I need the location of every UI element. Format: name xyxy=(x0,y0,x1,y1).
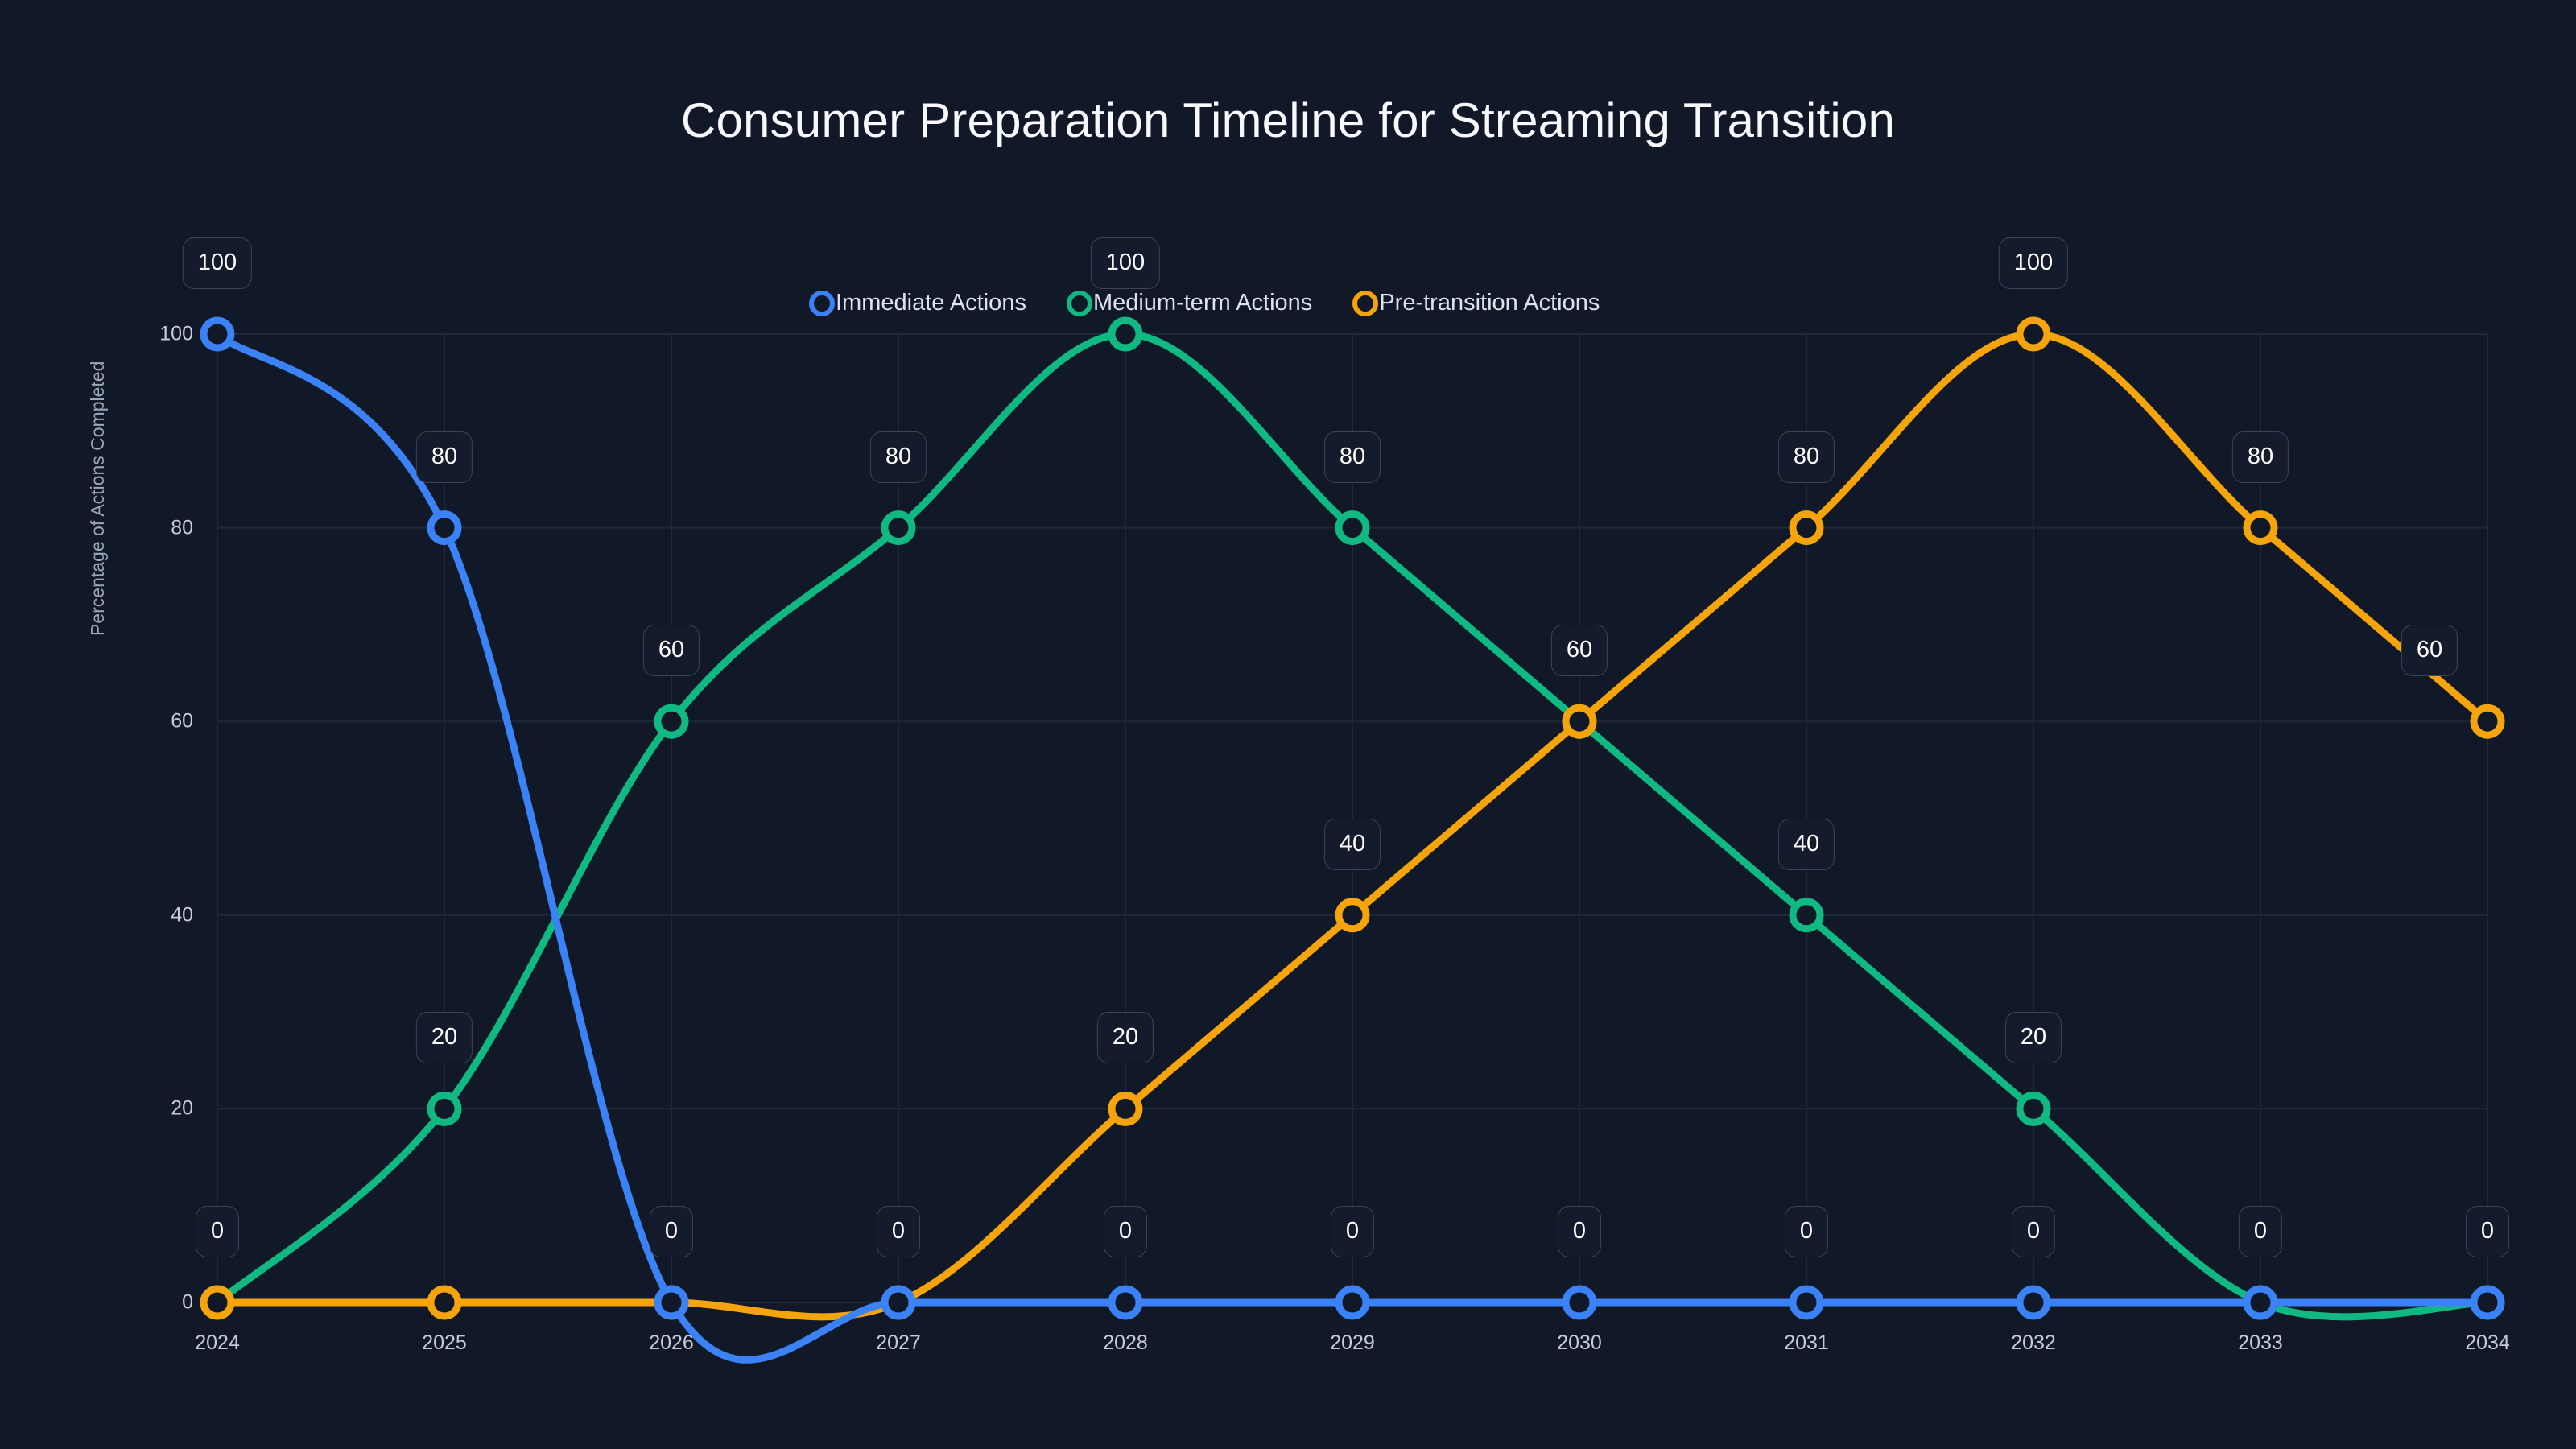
data-point-marker[interactable] xyxy=(654,704,689,739)
data-point-label: 80 xyxy=(415,431,473,483)
data-point-marker[interactable] xyxy=(2470,704,2505,739)
x-axis-tick-label: 2033 xyxy=(2238,1331,2283,1354)
x-axis-tick-label: 2034 xyxy=(2465,1331,2510,1354)
legend-item-label: Immediate Actions xyxy=(836,290,1026,316)
ring-marker-icon xyxy=(1352,290,1379,316)
data-point-marker[interactable] xyxy=(1789,898,1824,933)
data-point-label: 100 xyxy=(1090,237,1161,289)
data-point-label: 100 xyxy=(1998,237,2069,289)
data-point-label: 0 xyxy=(2238,1206,2283,1257)
data-point-marker[interactable] xyxy=(654,1285,689,1320)
data-point-marker[interactable] xyxy=(1335,1285,1370,1320)
y-axis-tick-label: 100 xyxy=(159,322,193,345)
data-point-label: 60 xyxy=(642,625,700,677)
data-point-marker[interactable] xyxy=(2016,1285,2051,1320)
data-point-label: 80 xyxy=(1323,431,1381,483)
legend-item-1[interactable]: Medium-term Actions xyxy=(1066,290,1313,316)
data-point-marker[interactable] xyxy=(2243,510,2278,546)
data-point-marker[interactable] xyxy=(2016,316,2051,352)
data-point-marker[interactable] xyxy=(1108,316,1143,352)
data-point-label: 0 xyxy=(1330,1206,1375,1257)
data-point-marker[interactable] xyxy=(200,1285,235,1320)
data-point-marker[interactable] xyxy=(2470,1285,2505,1320)
data-point-marker[interactable] xyxy=(200,316,235,352)
data-point-marker[interactable] xyxy=(1562,704,1597,739)
data-point-label: 40 xyxy=(1777,818,1835,870)
data-point-marker[interactable] xyxy=(1562,1285,1597,1320)
series-pre-transition-actions xyxy=(200,316,2505,1321)
data-point-marker[interactable] xyxy=(427,510,462,546)
legend-item-label: Medium-term Actions xyxy=(1092,290,1313,316)
ring-marker-icon xyxy=(809,290,835,316)
data-point-marker[interactable] xyxy=(2243,1285,2278,1320)
x-axis-tick-label: 2025 xyxy=(422,1331,467,1354)
y-axis-tick-label: 40 xyxy=(171,903,193,927)
ring-marker-icon xyxy=(1066,290,1092,316)
data-point-marker[interactable] xyxy=(881,1285,916,1320)
x-axis-tick-label: 2026 xyxy=(649,1331,694,1354)
chart-legend: Immediate Actions Medium-term Actions Pre-… xyxy=(809,290,1640,316)
data-point-label: 20 xyxy=(1096,1012,1154,1064)
data-point-marker[interactable] xyxy=(2016,1091,2051,1126)
data-point-marker[interactable] xyxy=(427,1091,462,1126)
data-point-label: 60 xyxy=(2401,625,2458,677)
data-point-marker[interactable] xyxy=(1335,898,1370,933)
data-point-label: 20 xyxy=(2004,1012,2062,1064)
data-point-marker[interactable] xyxy=(427,1285,462,1320)
series-immediate-actions xyxy=(200,316,2505,1364)
series-line xyxy=(213,330,2491,1321)
x-axis-tick-label: 2031 xyxy=(1784,1331,1829,1354)
legend-item-2[interactable]: Pre-transition Actions xyxy=(1352,290,1600,316)
data-point-label: 0 xyxy=(649,1206,694,1257)
data-point-label: 100 xyxy=(182,237,253,289)
data-point-label: 0 xyxy=(195,1206,240,1257)
data-point-label: 0 xyxy=(2011,1206,2056,1257)
x-axis-tick-label: 2029 xyxy=(1330,1331,1375,1354)
legend-item-label: Pre-transition Actions xyxy=(1379,290,1600,316)
data-point-label: 80 xyxy=(1777,431,1835,483)
data-point-label: 40 xyxy=(1323,818,1381,870)
data-point-label: 0 xyxy=(1557,1206,1602,1257)
data-point-label: 60 xyxy=(1550,625,1608,677)
x-axis-tick-label: 2030 xyxy=(1557,1331,1602,1354)
x-axis-tick-label: 2028 xyxy=(1103,1331,1148,1354)
page-title: Consumer Preparation Timeline for Stream… xyxy=(680,93,1896,147)
data-point-label: 20 xyxy=(415,1012,473,1064)
x-axis-tick-label: 2024 xyxy=(195,1331,240,1354)
data-point-label: 80 xyxy=(2231,431,2289,483)
data-point-label: 80 xyxy=(869,431,927,483)
legend-item-0[interactable]: Immediate Actions xyxy=(809,290,1026,316)
data-point-marker[interactable] xyxy=(1789,510,1824,546)
series-line xyxy=(213,330,2491,1321)
data-point-marker[interactable] xyxy=(1108,1285,1143,1320)
y-axis-tick-label: 20 xyxy=(171,1096,193,1120)
series-line xyxy=(213,330,2491,1364)
data-point-label: 0 xyxy=(1103,1206,1148,1257)
data-point-label: 0 xyxy=(2465,1206,2510,1257)
data-point-marker[interactable] xyxy=(1789,1285,1824,1320)
data-point-marker[interactable] xyxy=(881,510,916,546)
data-point-label: 0 xyxy=(1784,1206,1829,1257)
x-axis-tick-label: 2027 xyxy=(876,1331,921,1354)
data-point-marker[interactable] xyxy=(1335,510,1370,546)
y-axis-tick-label: 80 xyxy=(171,516,193,539)
y-axis-tick-label: 60 xyxy=(171,709,193,733)
x-axis-tick-label: 2032 xyxy=(2011,1331,2056,1354)
y-axis-tick-label: 0 xyxy=(182,1290,193,1314)
data-point-label: 0 xyxy=(876,1206,921,1257)
data-point-marker[interactable] xyxy=(1108,1091,1143,1126)
